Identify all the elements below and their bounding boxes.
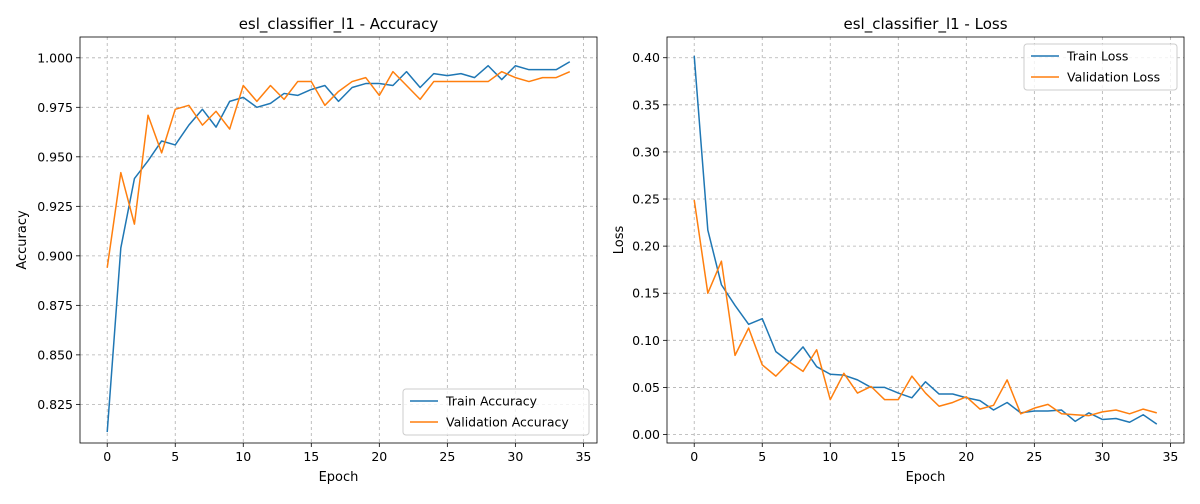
legend-frame — [1023, 43, 1178, 91]
y-tick-label: 0.950 — [37, 149, 73, 164]
y-tick-label: 0.875 — [37, 298, 73, 313]
legend-label: Train Accuracy — [445, 394, 538, 409]
legend-frame — [402, 388, 590, 436]
x-tick-label: 5 — [758, 449, 766, 464]
y-tick-label: 0.925 — [37, 199, 73, 214]
x-tick-label: 5 — [171, 449, 179, 464]
legend-label: Validation Loss — [1067, 70, 1160, 85]
x-tick-label: 15 — [890, 449, 906, 464]
series-line-validation-loss — [693, 199, 1157, 417]
x-tick-label: 0 — [690, 449, 698, 464]
y-tick-label: 0.35 — [632, 97, 660, 112]
legend: Train Accuracy Validation Accuracy — [402, 388, 590, 436]
x-tick-label: 20 — [958, 449, 974, 464]
y-tick-label: 0.15 — [632, 286, 660, 301]
y-tick-label: 0.825 — [37, 397, 73, 412]
legend-label: Train Loss — [1066, 49, 1128, 64]
x-tick-label: 30 — [1094, 449, 1110, 464]
y-tick-label: 0.850 — [37, 347, 73, 362]
grid — [80, 37, 597, 443]
x-tick-label: 10 — [822, 449, 838, 464]
x-tick-label: 20 — [371, 449, 387, 464]
x-tick-label: 35 — [1162, 449, 1178, 464]
x-axis-label: Epoch — [319, 470, 359, 485]
legend: Train Loss Validation Loss — [1023, 43, 1178, 91]
y-axis-label: Loss — [612, 226, 627, 255]
y-tick-label: 0.05 — [632, 380, 660, 395]
chart-title: esl_classifier_l1 - Loss — [843, 15, 1007, 34]
y-tick-label: 0.900 — [37, 248, 73, 263]
series-line-validation-accuracy — [106, 70, 571, 268]
y-tick-label: 0.40 — [632, 50, 660, 65]
chart-title: esl_classifier_l1 - Accuracy — [239, 15, 439, 34]
plot-frame — [666, 36, 1185, 444]
x-tick-label: 25 — [1026, 449, 1042, 464]
y-tick-label: 1.000 — [37, 50, 73, 65]
y-tick-label: 0.30 — [632, 144, 660, 159]
x-tick-label: 35 — [575, 449, 591, 464]
series-line-train-accuracy — [106, 61, 571, 433]
x-tick-label: 25 — [439, 449, 455, 464]
accuracy-chart: 0 5 10 15 20 25 30 35 0.825 0.850 0.875 0.900 0.925 0… — [15, 15, 598, 485]
y-tick-label: 0.00 — [632, 427, 660, 442]
y-tick-label: 0.10 — [632, 333, 660, 348]
series-line-train-loss — [693, 55, 1158, 425]
x-axis-label: Epoch — [906, 470, 946, 485]
x-tick-label: 10 — [235, 449, 251, 464]
x-tick-label: 15 — [303, 449, 319, 464]
plot-frame — [79, 36, 598, 444]
y-tick-label: 0.25 — [632, 192, 660, 207]
x-tick-label: 0 — [103, 449, 111, 464]
x-tick-label: 30 — [507, 449, 523, 464]
y-axis-label: Accuracy — [15, 210, 30, 270]
y-tick-label: 0.975 — [37, 100, 73, 115]
y-tick-label: 0.20 — [632, 239, 660, 254]
loss-chart: 0 5 10 15 20 25 30 35 0.00 0.05 0.10 0.15 0.20 0.25 0.… — [612, 15, 1185, 485]
legend-label: Validation Accuracy — [446, 415, 569, 430]
